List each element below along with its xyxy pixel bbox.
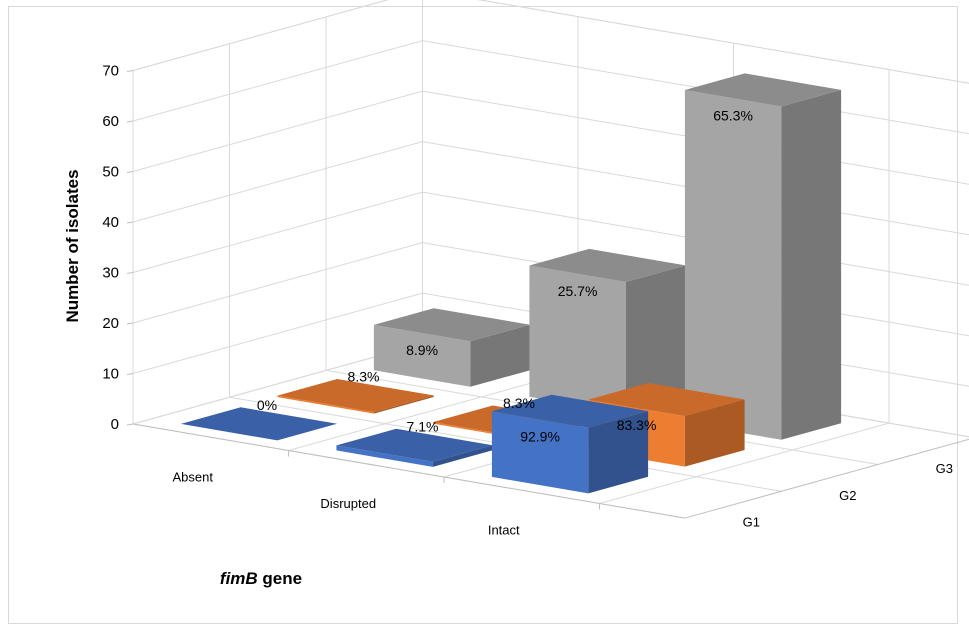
y-tick-mark xyxy=(126,322,134,325)
bar-top-face xyxy=(180,407,338,441)
y-tick-mark xyxy=(126,423,134,426)
labels: 0 10 20 30 40 50 60 70 Absent Disrupted Intact G1 G2… xyxy=(102,63,953,538)
y-tick-mark xyxy=(126,120,134,123)
bar-front-face xyxy=(373,324,471,387)
x-axis-title: fimB gene xyxy=(220,569,302,588)
bar xyxy=(180,407,338,441)
y-tick-mark xyxy=(126,272,134,274)
y-tick-mark xyxy=(126,221,134,224)
bar-side-face xyxy=(470,324,531,387)
bar-side-face xyxy=(373,395,434,414)
gridline xyxy=(132,90,969,185)
data-label: 25.7% xyxy=(558,283,598,299)
data-label: 8.3% xyxy=(348,369,380,385)
depth-tick-label: G3 xyxy=(936,461,953,476)
floor-line xyxy=(599,422,890,504)
bar-top-face xyxy=(588,383,745,417)
x-tick-label: Intact xyxy=(488,522,520,537)
x-axis-title-gene-name: fimB xyxy=(220,569,258,588)
data-label: 8.9% xyxy=(406,342,438,358)
y-tick-label: 60 xyxy=(102,113,119,130)
y-tick-mark xyxy=(126,70,134,72)
bar xyxy=(491,394,649,494)
data-label: 65.3% xyxy=(713,107,753,123)
data-label: 7.1% xyxy=(407,418,439,434)
x-axis-line xyxy=(132,423,686,519)
data-label: 83.3% xyxy=(617,417,657,433)
bar-side-face xyxy=(684,399,745,467)
bar xyxy=(684,73,842,440)
gridline xyxy=(132,40,969,135)
depth-axis-line xyxy=(684,438,969,519)
bar xyxy=(336,428,493,467)
y-tick-label: 30 xyxy=(102,265,119,282)
bar-top-face xyxy=(373,308,531,342)
bar-front-face xyxy=(529,265,626,414)
y-tick-label: 40 xyxy=(102,214,119,231)
x-tick-label: Disrupted xyxy=(320,496,376,511)
data-label: 0% xyxy=(257,397,277,413)
bar-top-face xyxy=(336,428,493,462)
gridline xyxy=(132,0,969,84)
bar-front-face xyxy=(684,90,782,440)
y-tick-mark xyxy=(126,171,134,173)
y-tick-label: 0 xyxy=(111,416,119,433)
bar-top-face xyxy=(277,379,434,413)
bar-side-face xyxy=(625,265,686,414)
bar xyxy=(373,308,531,387)
bar-top-face xyxy=(491,394,649,428)
x-axis-title-suffix: gene xyxy=(258,569,302,588)
data-label: 8.3% xyxy=(503,395,535,411)
bar-front-face xyxy=(277,395,374,414)
bar-side-face xyxy=(588,411,649,494)
bars xyxy=(180,73,842,494)
x-tick-label: Absent xyxy=(173,469,214,484)
y-axis-title: Number of isolates xyxy=(63,169,82,322)
y-tick-label: 20 xyxy=(102,315,119,332)
gridline xyxy=(132,141,969,236)
bar-front-face xyxy=(336,445,433,467)
bar xyxy=(277,379,434,414)
y-tick-label: 10 xyxy=(102,366,119,383)
bar-side-face xyxy=(781,89,842,440)
bar-top-face xyxy=(529,248,686,282)
bar-side-face xyxy=(432,445,493,467)
y-tick-label: 50 xyxy=(102,164,119,181)
depth-tick-label: G1 xyxy=(743,515,760,530)
y-tick-label: 70 xyxy=(102,63,119,80)
data-label: 92.9% xyxy=(520,429,560,445)
bar-front-face xyxy=(491,411,589,494)
bar-top-face xyxy=(684,73,842,107)
depth-tick-label: G2 xyxy=(839,488,856,503)
y-tick-mark xyxy=(126,373,134,375)
bar xyxy=(529,248,686,414)
